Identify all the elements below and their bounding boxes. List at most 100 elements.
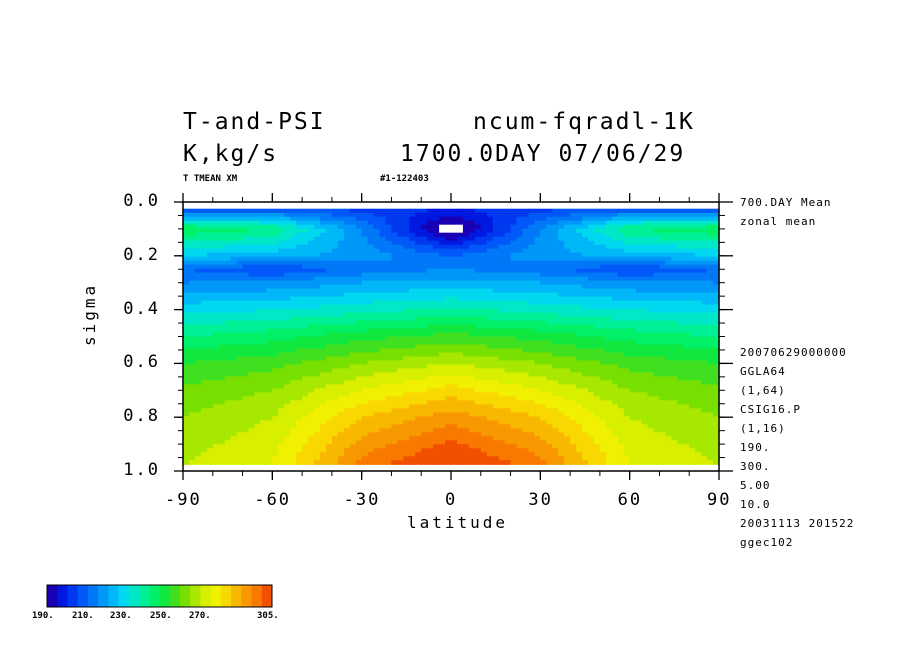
heatmap-cell bbox=[689, 312, 696, 318]
heatmap-cell bbox=[564, 220, 571, 226]
heatmap-cell bbox=[427, 268, 434, 274]
heatmap-cell bbox=[689, 296, 696, 302]
heatmap-cell bbox=[665, 308, 672, 314]
heatmap-cell bbox=[534, 260, 541, 266]
heatmap-cell bbox=[540, 364, 547, 370]
heatmap-cell bbox=[713, 332, 720, 338]
heatmap-cell bbox=[599, 384, 607, 390]
heatmap-cell bbox=[623, 360, 631, 366]
heatmap-cell bbox=[552, 208, 559, 214]
heatmap-cell bbox=[689, 420, 696, 425]
heatmap-cell bbox=[254, 220, 262, 226]
heatmap-cell bbox=[325, 412, 333, 417]
heatmap-cell bbox=[379, 352, 387, 358]
heatmap-cell bbox=[278, 292, 285, 298]
heatmap-cell bbox=[456, 328, 464, 334]
heatmap-cell bbox=[254, 384, 262, 390]
heatmap-cell bbox=[593, 408, 601, 413]
heatmap-cell bbox=[284, 420, 291, 425]
heatmap-cell bbox=[677, 288, 684, 294]
heatmap-cell bbox=[445, 396, 452, 401]
heatmap-cell bbox=[194, 392, 202, 397]
heatmap-cell bbox=[218, 216, 226, 222]
heatmap-cell bbox=[695, 316, 702, 322]
heatmap-cell bbox=[683, 228, 690, 234]
heatmap-cell bbox=[218, 212, 226, 218]
heatmap-cell bbox=[260, 408, 267, 413]
heatmap-cell bbox=[248, 316, 256, 322]
heatmap-cell bbox=[451, 220, 458, 226]
heatmap-cell bbox=[617, 280, 625, 286]
heatmap-cell bbox=[183, 228, 190, 234]
heatmap-cell bbox=[272, 388, 279, 393]
heatmap-cell bbox=[397, 376, 404, 382]
heatmap-cell bbox=[242, 340, 250, 346]
heatmap-cell bbox=[218, 232, 226, 238]
heatmap-cell bbox=[218, 376, 226, 382]
heatmap-cell bbox=[236, 392, 244, 397]
heatmap-cell bbox=[397, 236, 404, 242]
heatmap-cell bbox=[343, 276, 351, 282]
heatmap-cell bbox=[474, 404, 482, 409]
heatmap-cell bbox=[445, 284, 452, 290]
heatmap-cell bbox=[236, 412, 244, 417]
heatmap-cell bbox=[623, 288, 631, 294]
heatmap-cell bbox=[695, 352, 702, 358]
heatmap-cell bbox=[379, 280, 387, 286]
heatmap-cell bbox=[421, 360, 428, 366]
heatmap-cell bbox=[480, 264, 488, 270]
heatmap-cell bbox=[349, 312, 357, 318]
heatmap-cell bbox=[522, 320, 530, 326]
heatmap-cell bbox=[367, 260, 375, 266]
heatmap-cell bbox=[671, 324, 678, 330]
heatmap-cell bbox=[647, 320, 655, 326]
heatmap-cell bbox=[373, 384, 381, 390]
heatmap-cell bbox=[486, 332, 494, 338]
heatmap-cell bbox=[248, 352, 256, 358]
heatmap-cell bbox=[474, 324, 482, 330]
heatmap-cell bbox=[319, 380, 327, 386]
heatmap-cell bbox=[248, 324, 256, 330]
heatmap-cell bbox=[337, 276, 345, 282]
heatmap-cell bbox=[713, 284, 720, 290]
heatmap-cell bbox=[349, 336, 357, 342]
heatmap-cell bbox=[516, 340, 524, 346]
heatmap-cell bbox=[206, 428, 214, 433]
heatmap-cell bbox=[498, 408, 506, 413]
heatmap-cell bbox=[188, 228, 196, 234]
heatmap-cell bbox=[319, 408, 327, 413]
heatmap-cell bbox=[611, 380, 619, 386]
heatmap-cell bbox=[617, 360, 625, 366]
heatmap-cell bbox=[701, 268, 708, 274]
heatmap-cell bbox=[468, 352, 476, 358]
heatmap-cell bbox=[504, 288, 512, 294]
heatmap-cell bbox=[617, 380, 625, 386]
heatmap-cell bbox=[391, 288, 398, 294]
heatmap-cell bbox=[474, 224, 482, 230]
heatmap-cell bbox=[462, 332, 470, 338]
heatmap-cell bbox=[415, 360, 422, 366]
heatmap-cell bbox=[278, 352, 285, 358]
heatmap-cell bbox=[278, 360, 285, 366]
heatmap-cell bbox=[713, 404, 720, 409]
heatmap-cell bbox=[260, 384, 267, 390]
heatmap-cell bbox=[647, 264, 655, 270]
heatmap-cell bbox=[599, 388, 607, 393]
heatmap-cell bbox=[456, 224, 464, 230]
heatmap-cell bbox=[194, 364, 202, 370]
heatmap-cell bbox=[617, 336, 625, 342]
heatmap-cell bbox=[284, 208, 291, 214]
heatmap-cell bbox=[296, 424, 303, 429]
heatmap-cell bbox=[528, 328, 535, 334]
heatmap-cell bbox=[379, 328, 387, 334]
heatmap-cell bbox=[236, 308, 244, 314]
heatmap-cell bbox=[486, 316, 494, 322]
heatmap-cell bbox=[224, 252, 232, 258]
heatmap-cell bbox=[266, 296, 273, 302]
heatmap-cell bbox=[587, 212, 595, 218]
heatmap-cell bbox=[701, 256, 708, 262]
heatmap-cell bbox=[611, 248, 619, 254]
heatmap-cell bbox=[319, 304, 327, 310]
heatmap-cell bbox=[528, 224, 535, 230]
heatmap-cell bbox=[695, 260, 702, 266]
